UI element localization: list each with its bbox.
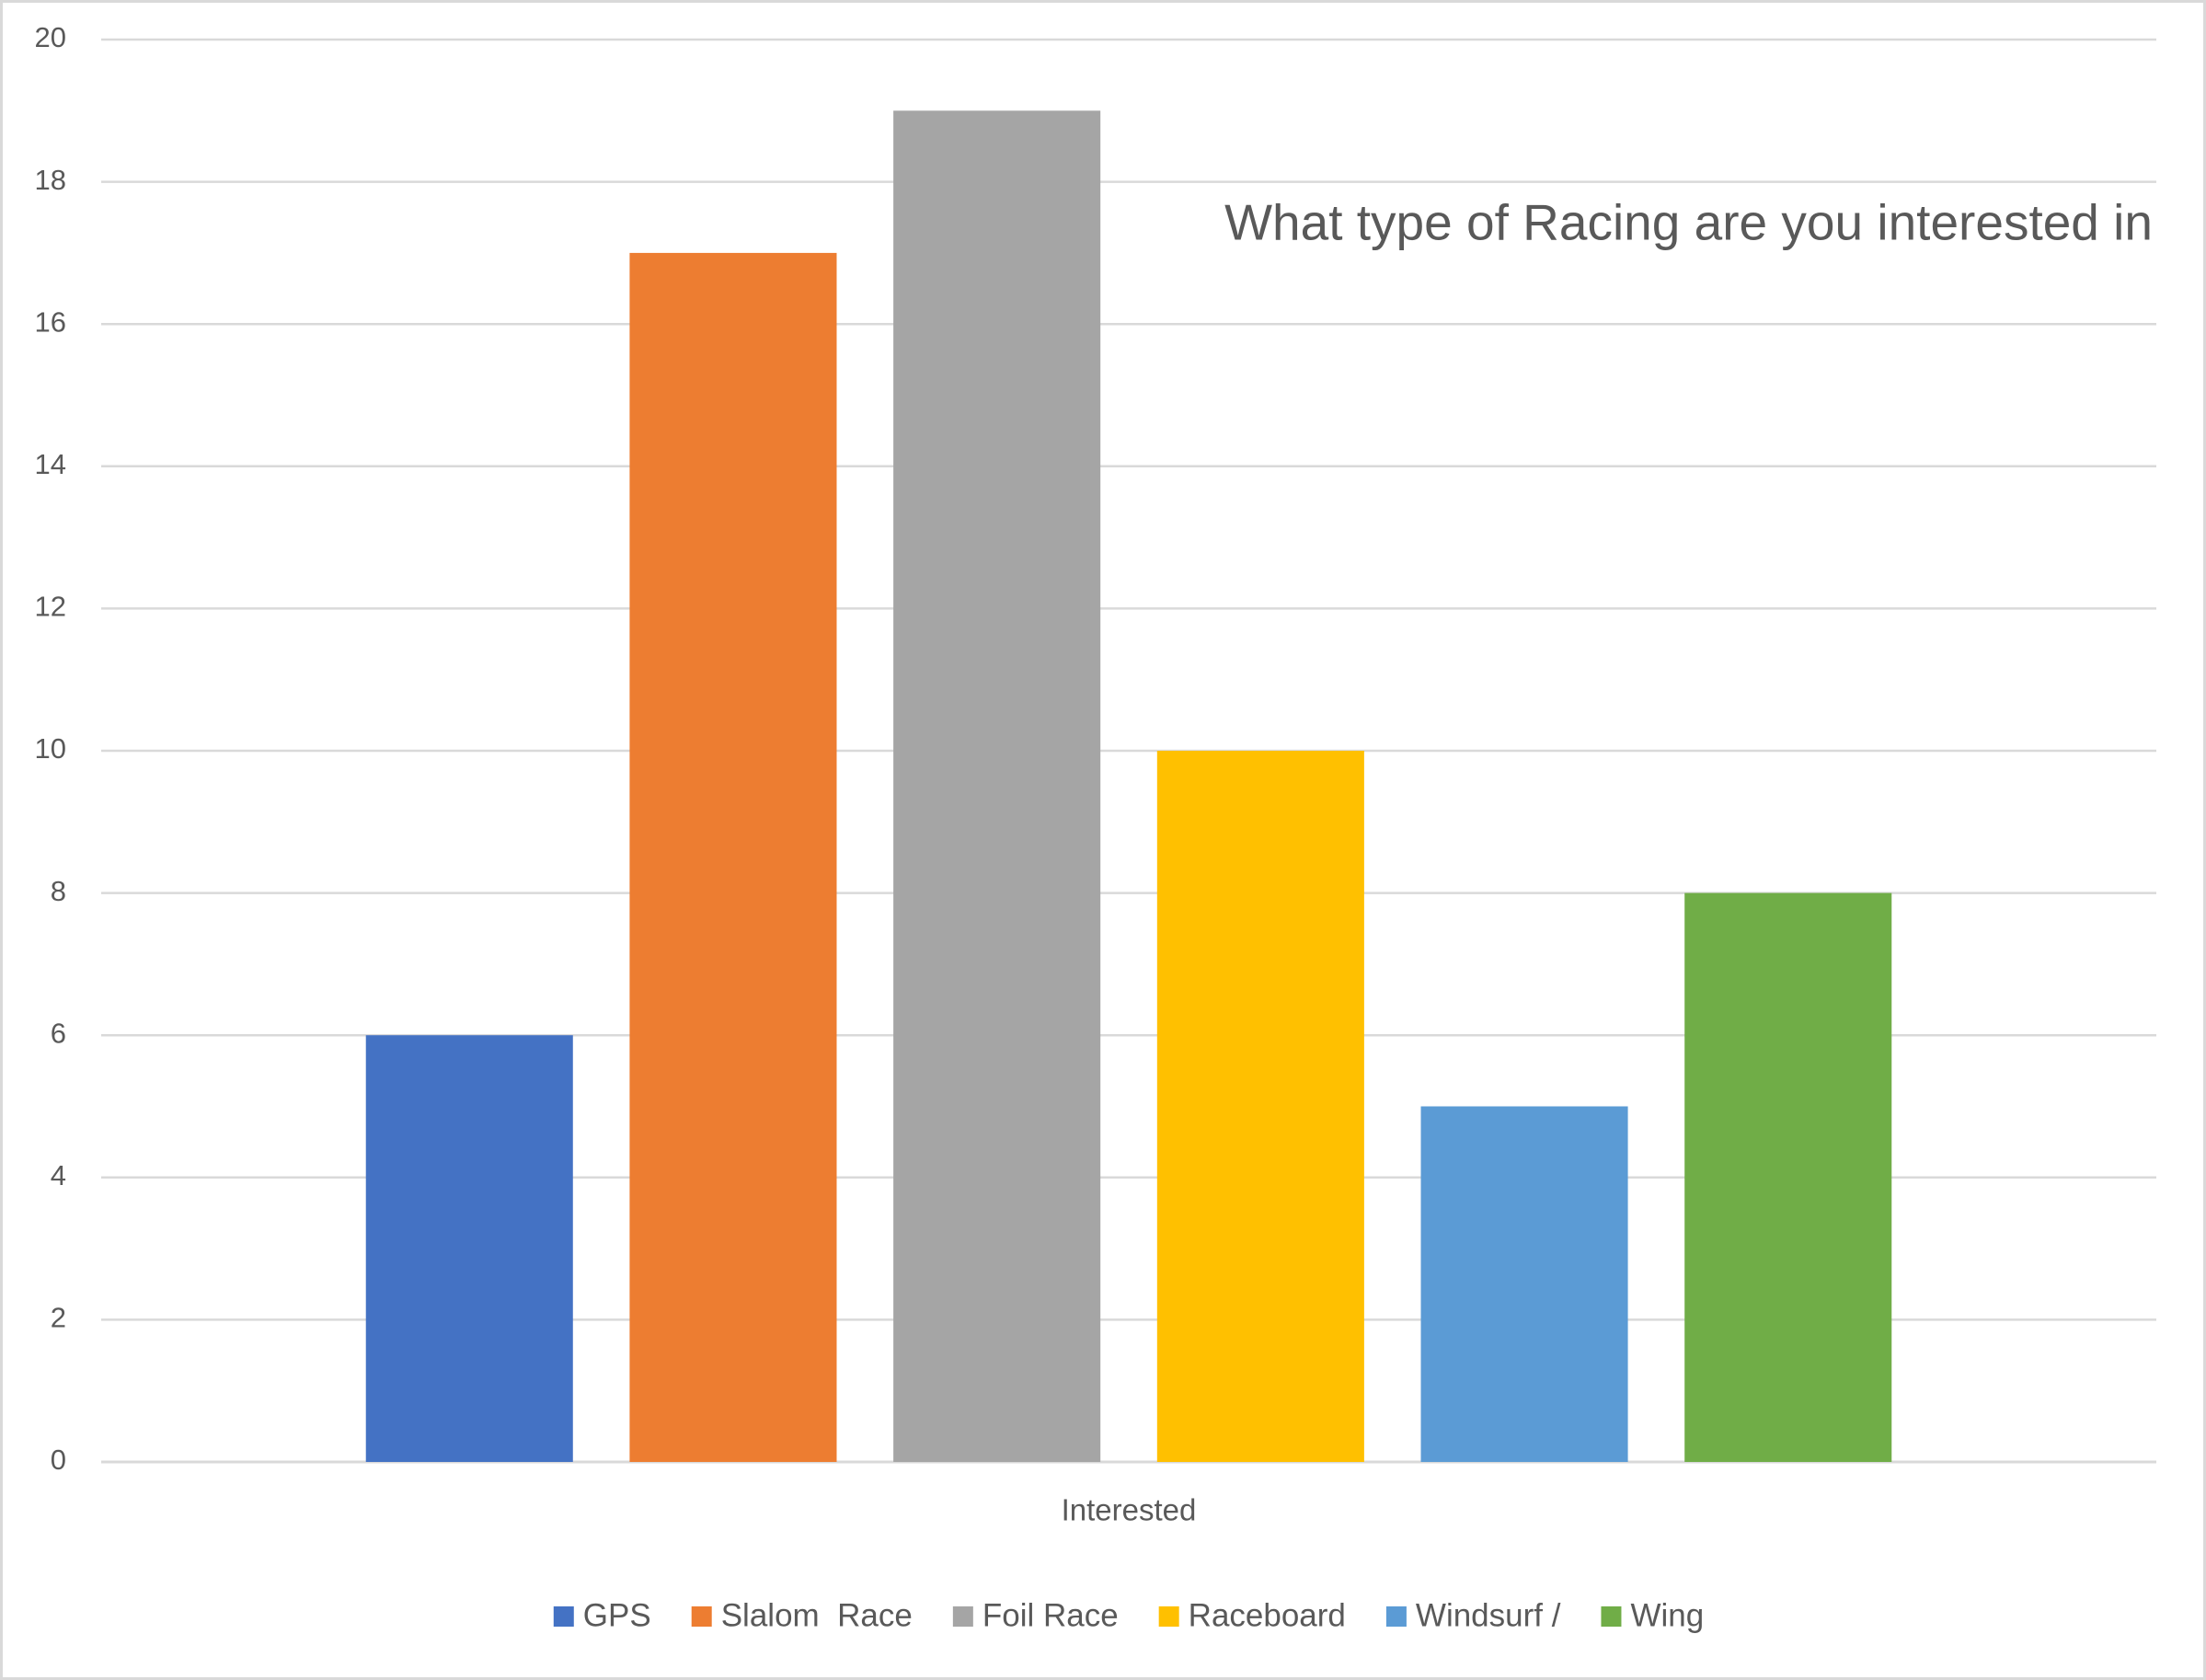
y-tick-label: 6	[51, 1017, 66, 1049]
y-tick-label: 4	[51, 1159, 66, 1191]
legend-swatch	[1158, 1606, 1179, 1627]
y-tick-label: 18	[35, 164, 66, 196]
x-tick-label: Interested	[1062, 1493, 1197, 1527]
legend-label: Slalom Race	[721, 1597, 913, 1633]
legend-label: Foil Race	[982, 1597, 1119, 1633]
y-tick-label: 2	[51, 1302, 66, 1334]
bar	[629, 252, 837, 1462]
y-tick-label: 12	[35, 591, 66, 623]
y-tick-label: 16	[35, 305, 66, 338]
y-tick-label: 20	[35, 21, 66, 53]
bar	[893, 110, 1101, 1462]
legend-label: Raceboard	[1189, 1597, 1346, 1633]
chart-title: What type of Racing are you interested i…	[1224, 194, 2153, 251]
legend-swatch	[1601, 1606, 1622, 1627]
y-tick-label: 8	[51, 875, 66, 907]
y-tick-label: 0	[51, 1444, 66, 1476]
bar	[365, 1035, 573, 1462]
bar	[1420, 1106, 1628, 1462]
legend-label: Windsurf /	[1416, 1597, 1561, 1633]
legend-swatch	[691, 1606, 712, 1627]
legend-swatch	[952, 1606, 973, 1627]
legend-label: GPS	[583, 1597, 651, 1633]
y-tick-label: 14	[35, 448, 66, 480]
legend-label: Wing	[1630, 1597, 1704, 1633]
legend-swatch	[553, 1606, 574, 1627]
legend-swatch	[1385, 1606, 1407, 1627]
bar	[1156, 751, 1364, 1462]
bar	[1684, 892, 1892, 1462]
y-tick-label: 10	[35, 732, 66, 765]
